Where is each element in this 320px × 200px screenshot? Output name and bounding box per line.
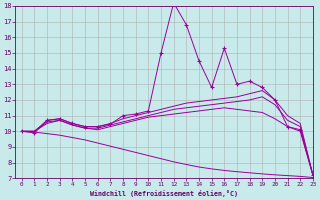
X-axis label: Windchill (Refroidissement éolien,°C): Windchill (Refroidissement éolien,°C): [90, 190, 238, 197]
